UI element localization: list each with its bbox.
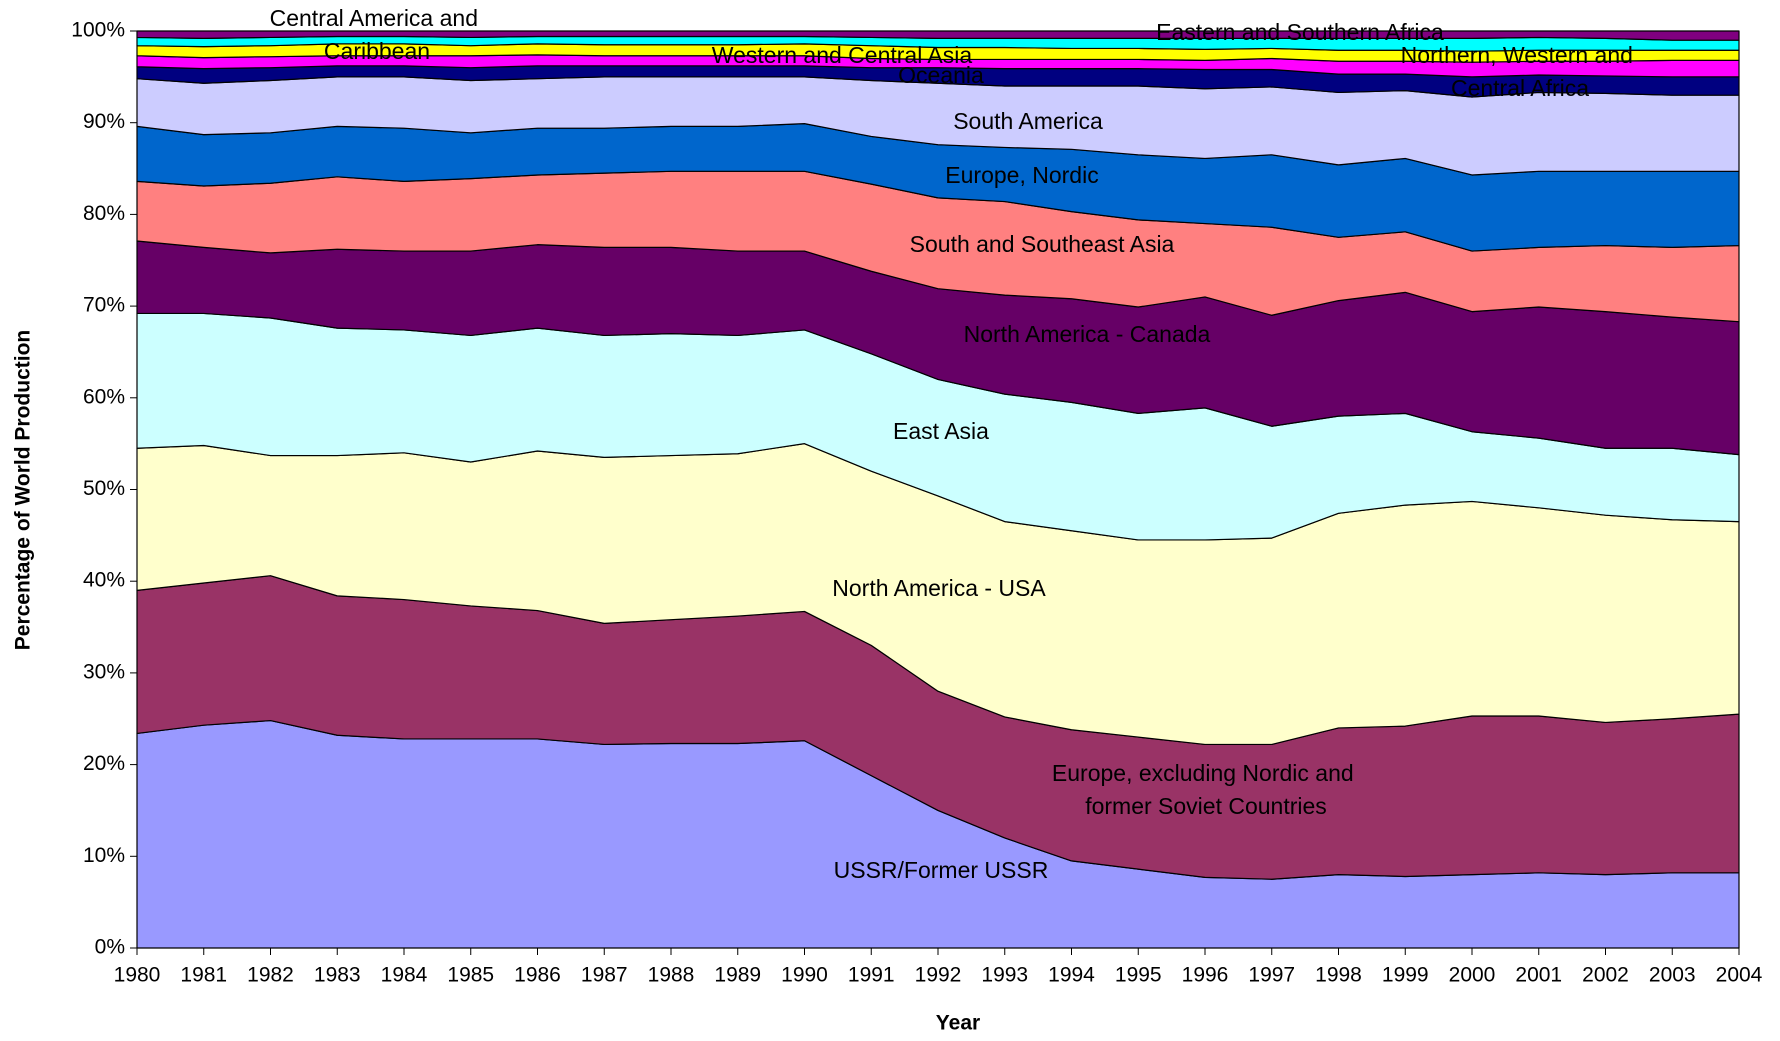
- series-label: Western and Central Asia: [712, 42, 973, 68]
- x-tick-label: 1985: [447, 964, 494, 987]
- x-tick-label: 1992: [915, 964, 962, 987]
- x-tick-label: 1983: [314, 964, 361, 987]
- x-tick-label: 1986: [514, 964, 561, 987]
- series-label: North America - Canada: [964, 321, 1211, 347]
- x-tick-label: 1993: [981, 964, 1028, 987]
- y-tick-label: 40%: [83, 569, 125, 592]
- x-tick-label: 2003: [1649, 964, 1696, 987]
- x-tick-label: 1989: [714, 964, 761, 987]
- x-tick-label: 1982: [247, 964, 294, 987]
- x-tick-label: 2002: [1582, 964, 1629, 987]
- x-tick-label: 1994: [1048, 964, 1095, 987]
- y-tick-label: 80%: [83, 202, 125, 225]
- x-tick-label: 2000: [1449, 964, 1496, 987]
- y-tick-label: 20%: [83, 752, 125, 775]
- x-tick-label: 2001: [1515, 964, 1562, 987]
- y-tick-label: 0%: [95, 936, 125, 959]
- x-tick-label: 1998: [1315, 964, 1362, 987]
- series-label: Northern, Western and Central Africa: [1401, 42, 1640, 101]
- y-tick-label: 60%: [83, 385, 125, 408]
- y-axis-title: Percentage of World Production: [12, 330, 35, 650]
- y-tick-label: 90%: [83, 110, 125, 133]
- x-tick-label: 1984: [381, 964, 428, 987]
- x-tick-label: 2004: [1716, 964, 1763, 987]
- series-label: USSR/Former USSR: [834, 857, 1049, 883]
- x-tick-label: 1981: [180, 964, 227, 987]
- x-tick-label: 1988: [648, 964, 695, 987]
- series-label: Europe, Nordic: [945, 162, 1098, 188]
- series-label: North America - USA: [832, 575, 1046, 601]
- x-tick-label: 1991: [848, 964, 895, 987]
- x-axis-title: Year: [936, 1012, 980, 1035]
- area: [136, 30, 1740, 41]
- y-tick-label: 70%: [83, 294, 125, 317]
- x-tick-label: 1987: [581, 964, 628, 987]
- series-label: Central America and Caribbean: [270, 5, 485, 64]
- x-tick-label: 1996: [1182, 964, 1229, 987]
- x-tick-label: 1997: [1248, 964, 1295, 987]
- y-tick-label: 100%: [71, 19, 125, 42]
- series-label: Oceania: [898, 62, 984, 88]
- y-tick-label: 10%: [83, 844, 125, 867]
- series-label: East Asia: [893, 418, 989, 444]
- x-tick-label: 1999: [1382, 964, 1429, 987]
- x-tick-label: 1990: [781, 964, 828, 987]
- x-tick-label: 1995: [1115, 964, 1162, 987]
- series-label: South and Southeast Asia: [910, 231, 1175, 257]
- y-tick-label: 50%: [83, 477, 125, 500]
- series-label: South America: [953, 108, 1103, 134]
- series-label: Europe, excluding Nordic and former Sovi…: [1052, 760, 1360, 819]
- series-label: Eastern and Southern Africa: [1156, 19, 1444, 45]
- x-tick-label: 1980: [114, 964, 161, 987]
- y-tick-label: 30%: [83, 660, 125, 683]
